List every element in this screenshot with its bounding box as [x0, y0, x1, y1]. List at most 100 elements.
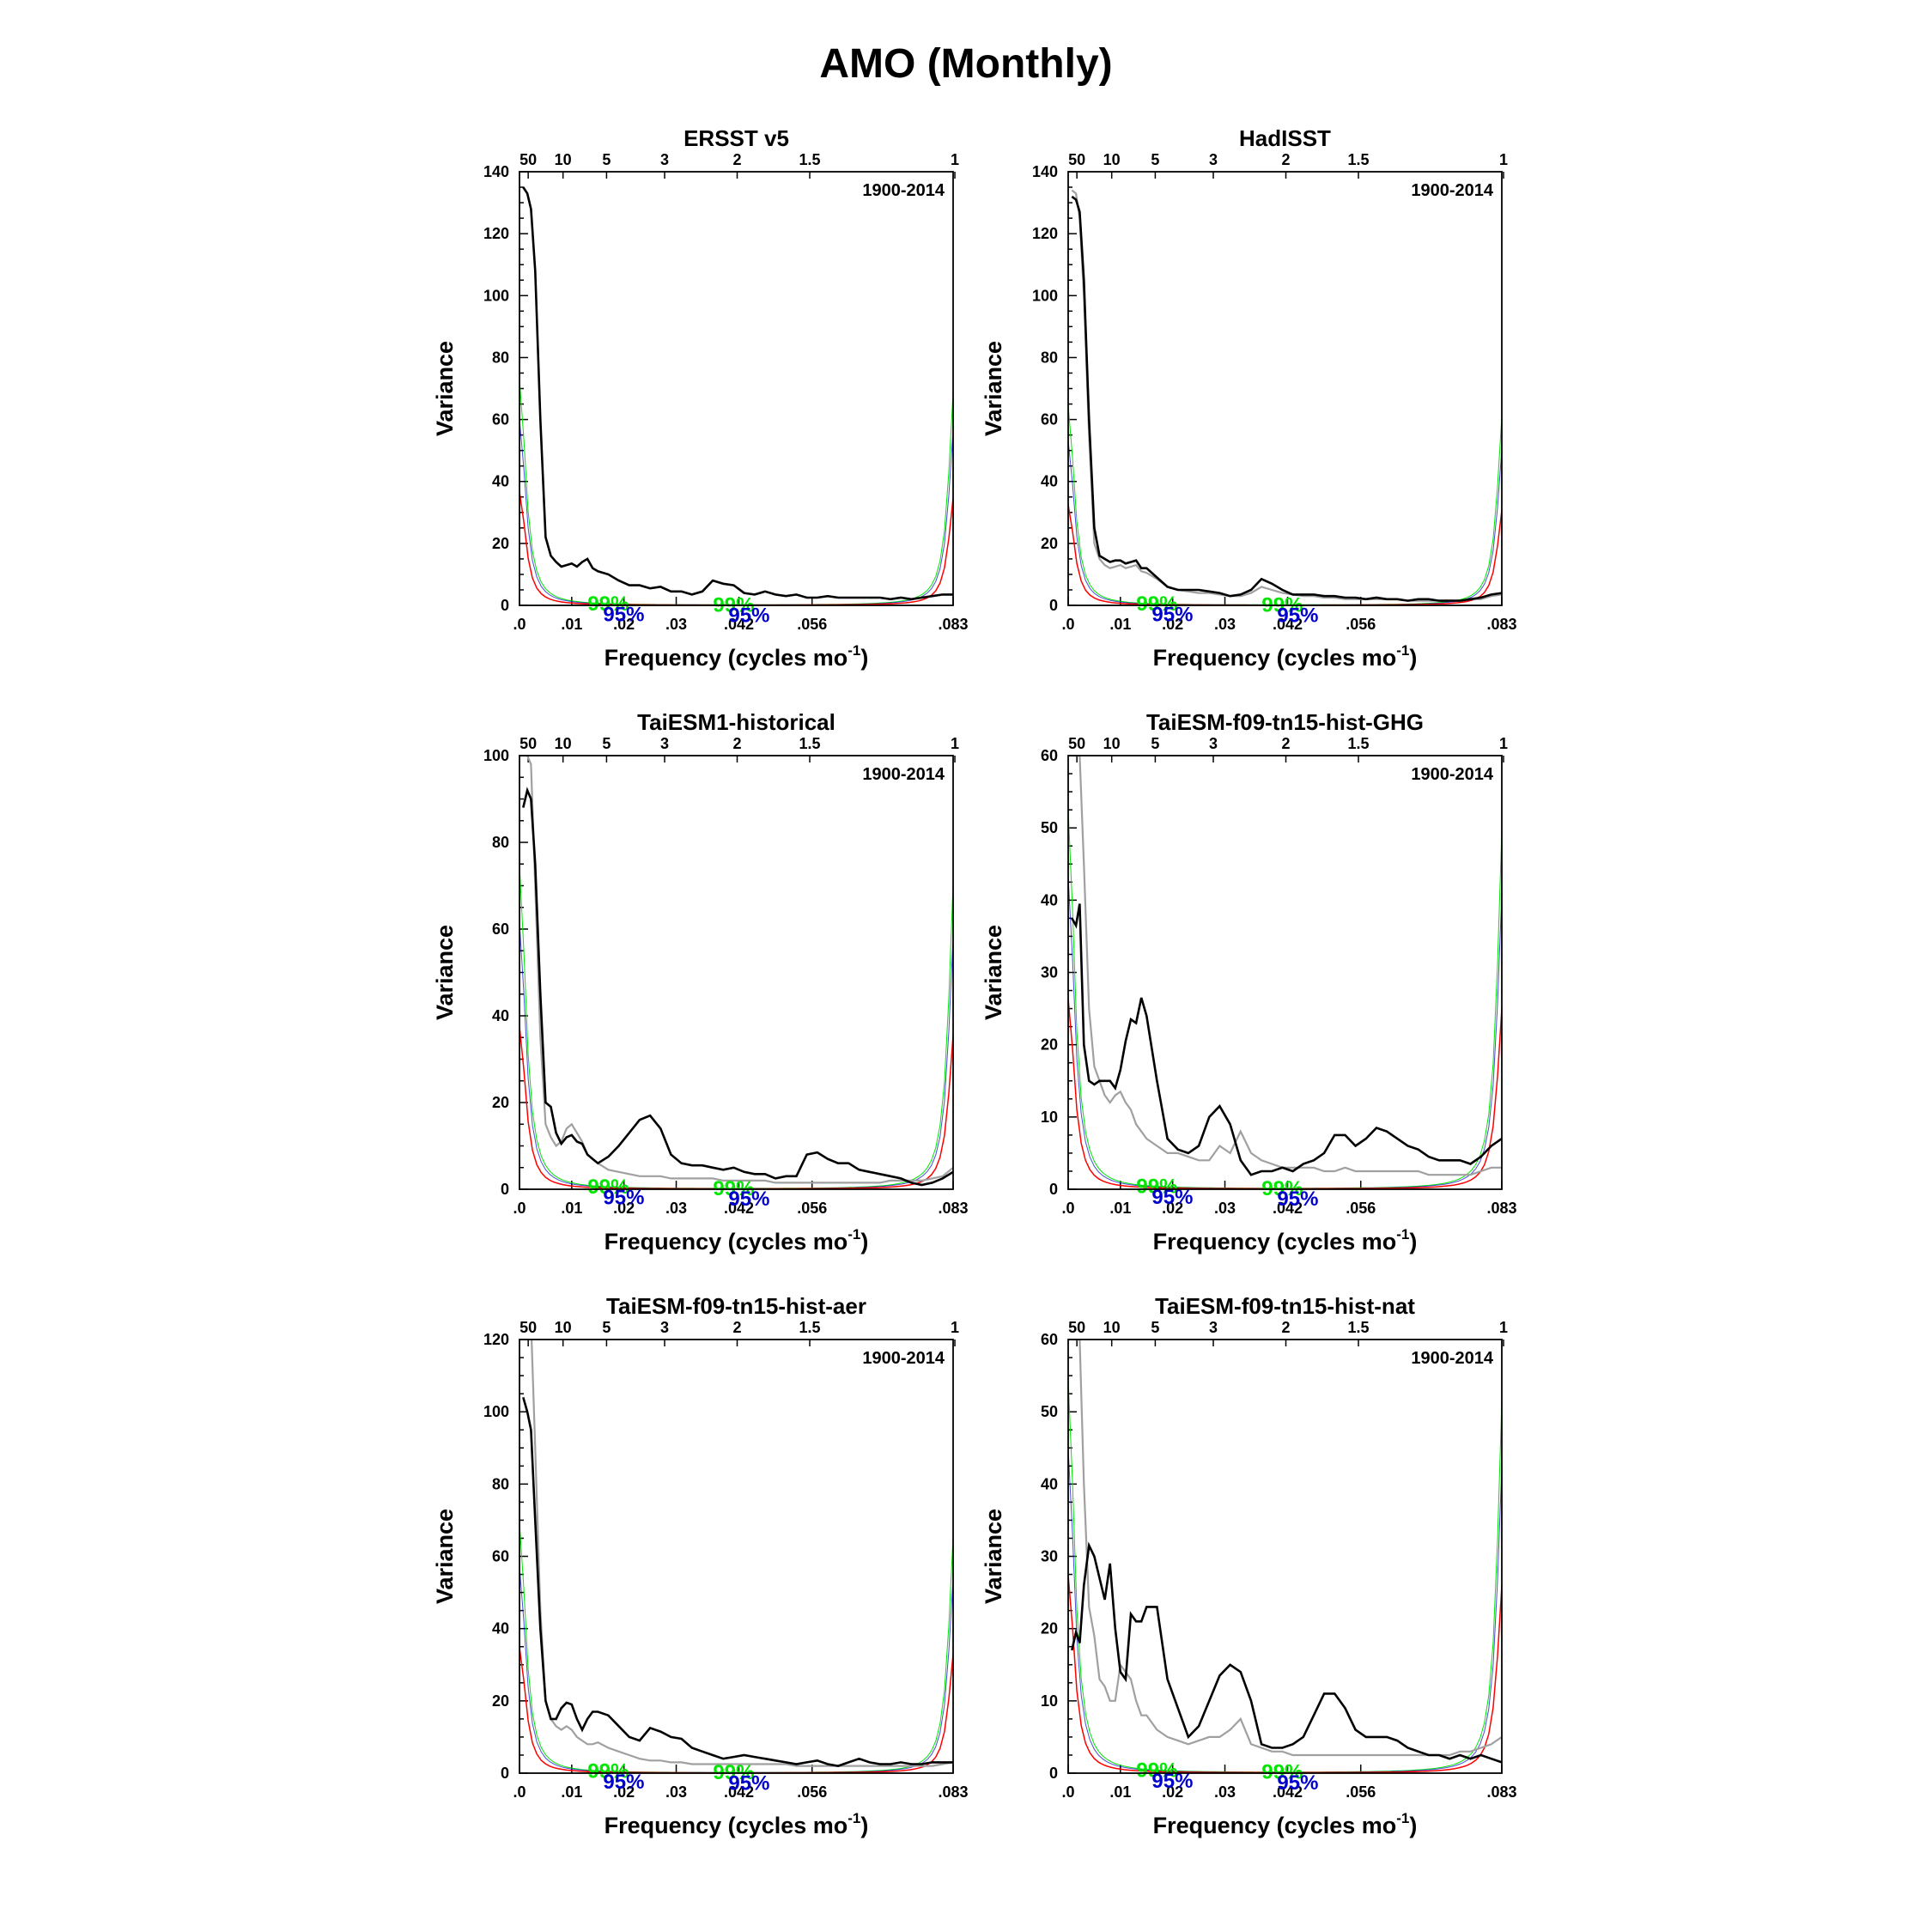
sig95-label: 95% — [1277, 1188, 1318, 1211]
y-tick-label: 0 — [1049, 1765, 1058, 1782]
sig95-label: 95% — [1151, 604, 1193, 627]
sig95-label: 95% — [1277, 604, 1318, 627]
x-tick-label: .0 — [513, 1200, 526, 1217]
sig95-label: 95% — [728, 604, 769, 627]
y-tick-label: 100 — [1032, 287, 1058, 304]
y-tick-label: 60 — [492, 411, 509, 428]
x-tick-label: .02 — [613, 1783, 635, 1801]
period-label: 1900-2014 — [1411, 1349, 1494, 1368]
y-tick-label: 100 — [483, 287, 509, 304]
x-axis-label: Frequency (cycles mo-1) — [605, 642, 869, 671]
x-axis-label-main: Frequency (cycles mo — [1153, 1229, 1397, 1255]
x-tick-label: .0 — [1061, 1200, 1074, 1217]
top-tick-label: 1.5 — [1348, 1319, 1370, 1336]
x-tick-label: .042 — [1273, 1783, 1303, 1801]
top-tick-label: 10 — [555, 735, 572, 752]
chart-panel: ERSST v5 50 10 5 3 2 1.5 1 .0 .01 .02 .03 .042 .056 .0… — [432, 125, 969, 671]
x-axis-label: Frequency (cycles mo-1) — [1153, 642, 1418, 671]
top-tick-label: 50 — [1068, 1319, 1085, 1336]
x-tick-label: .0 — [1061, 616, 1074, 633]
top-tick-label: 1.5 — [799, 151, 821, 168]
period-label: 1900-2014 — [862, 1349, 945, 1368]
panel-title: TaiESM1-historical — [637, 709, 835, 735]
x-axis-label-sup: -1 — [1396, 1226, 1409, 1242]
sig95-label: 95% — [603, 1187, 644, 1210]
x-tick-label: .042 — [1273, 616, 1303, 633]
plot-frame — [1067, 171, 1503, 606]
sig99-curve — [519, 866, 953, 1189]
y-axis-label: Variance — [432, 925, 458, 1020]
sig95-curve — [1068, 440, 1502, 605]
sig95-curve — [519, 419, 953, 605]
y-tick-label: 20 — [1041, 1036, 1058, 1054]
top-tick-label: 3 — [660, 735, 669, 752]
y-tick-label: 40 — [1041, 1475, 1058, 1492]
x-tick-label: .01 — [1109, 616, 1131, 633]
curves — [1068, 756, 1502, 1189]
sig95-curve — [1068, 876, 1502, 1189]
reference-spectrum-line — [1072, 756, 1502, 1176]
x-tick-label: .03 — [665, 616, 687, 633]
x-tick-label: .02 — [1162, 1783, 1183, 1801]
x-axis-label-sup: -1 — [1396, 1810, 1409, 1826]
top-tick-label: 1 — [1499, 151, 1508, 168]
y-tick-label: 0 — [501, 1181, 509, 1198]
x-axis-label-sup: -1 — [848, 642, 860, 659]
top-tick-label: 3 — [660, 151, 669, 168]
red-noise-curve — [1068, 1575, 1502, 1773]
y-tick-label: 60 — [492, 920, 509, 938]
sig99-label: 99% — [1136, 1759, 1177, 1782]
top-tick-label: 3 — [1209, 735, 1218, 752]
sig95-label: 95% — [728, 1188, 769, 1211]
x-tick-label: .03 — [1214, 1200, 1236, 1217]
x-tick-label: .0 — [1061, 1783, 1074, 1801]
top-tick-label: 2 — [1282, 735, 1291, 752]
plot-frame — [519, 755, 954, 1190]
top-tick-label: 2 — [733, 151, 742, 168]
x-axis-label-sup: -1 — [848, 1226, 860, 1242]
top-tick-label: 3 — [1209, 1319, 1218, 1336]
top-tick-label: 5 — [1151, 735, 1159, 752]
x-tick-label: .056 — [1346, 1200, 1376, 1217]
y-tick-label: 60 — [1041, 1331, 1058, 1348]
top-tick-label: 50 — [519, 1319, 537, 1336]
sig99-curve — [519, 1522, 953, 1773]
top-tick-label: 1.5 — [799, 1319, 821, 1336]
top-tick-label: 3 — [660, 1319, 669, 1336]
sig99-label: 99% — [587, 1176, 629, 1199]
curves — [519, 186, 953, 605]
spectrum-line — [1071, 1541, 1502, 1764]
sig95-label: 95% — [603, 1771, 644, 1794]
y-tick-label: 30 — [1041, 964, 1058, 981]
spectrum-line — [522, 1396, 953, 1767]
reference-spectrum-line — [1072, 1340, 1502, 1757]
y-tick-label: 60 — [492, 1548, 509, 1565]
x-tick-label: .083 — [938, 1200, 968, 1217]
y-tick-label: 10 — [1041, 1692, 1058, 1710]
x-tick-label: .042 — [724, 616, 754, 633]
reference-spectrum-line — [523, 756, 953, 1184]
x-tick-label: .056 — [797, 616, 827, 633]
sig99-curve — [1068, 1379, 1502, 1773]
x-axis-label-end: ) — [860, 1813, 868, 1838]
y-tick-label: 120 — [1032, 225, 1058, 242]
top-tick-label: 10 — [555, 151, 572, 168]
y-tick-label: 80 — [492, 834, 509, 851]
y-tick-label: 20 — [1041, 1620, 1058, 1637]
x-tick-label: .01 — [561, 1200, 582, 1217]
top-tick-label: 50 — [1068, 735, 1085, 752]
spectrum-line — [522, 186, 953, 601]
y-tick-label: 80 — [492, 1475, 509, 1492]
x-axis-label: Frequency (cycles mo-1) — [605, 1226, 869, 1255]
top-tick-label: 1.5 — [1348, 151, 1370, 168]
y-tick-label: 40 — [492, 1620, 509, 1637]
y-axis-label: Variance — [981, 925, 1006, 1020]
y-axis-label: Variance — [981, 1509, 1006, 1604]
x-tick-label: .083 — [1486, 1783, 1516, 1801]
y-tick-label: 50 — [1041, 819, 1058, 836]
x-tick-label: .02 — [1162, 1200, 1183, 1217]
x-axis-label-main: Frequency (cycles mo — [605, 1229, 848, 1255]
y-tick-label: 0 — [1049, 597, 1058, 614]
sig99-curve — [519, 380, 953, 605]
